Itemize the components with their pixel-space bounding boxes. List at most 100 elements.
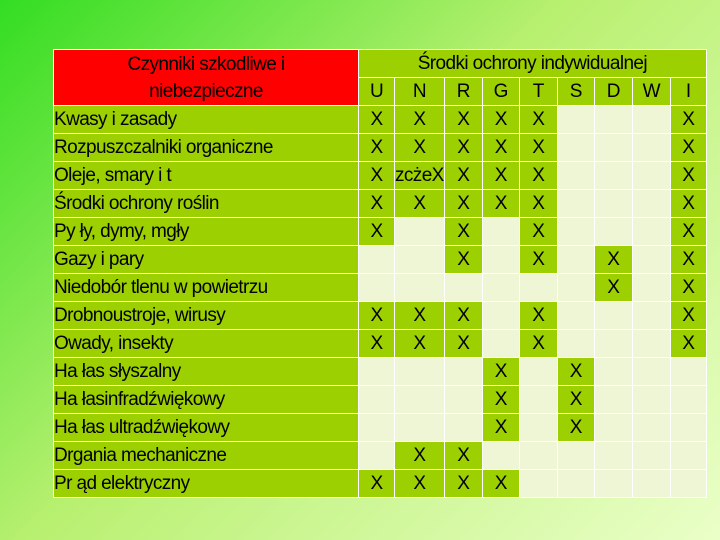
table-cell bbox=[669, 469, 707, 498]
table-cell bbox=[518, 469, 558, 498]
table-cell bbox=[556, 133, 595, 162]
table-cell: X bbox=[481, 357, 520, 386]
table-cell: X bbox=[556, 413, 595, 442]
table-cell bbox=[669, 357, 707, 386]
table-cell bbox=[394, 385, 445, 414]
table-cell: X bbox=[481, 133, 520, 162]
table-cell: X bbox=[481, 161, 520, 190]
table-row: Drgania mechaniczne X X bbox=[53, 441, 707, 470]
table-cell: X bbox=[593, 245, 633, 274]
hazard-label: Niedobór tlenu w powietrzu bbox=[53, 273, 359, 302]
table-cell bbox=[593, 469, 633, 498]
table-cell bbox=[443, 385, 483, 414]
table-cell: X bbox=[481, 469, 520, 498]
table-cell: X bbox=[358, 105, 395, 134]
table-cell bbox=[481, 329, 520, 358]
table-cell: X bbox=[518, 189, 558, 218]
table-cell bbox=[631, 273, 671, 302]
table-cell: X bbox=[394, 469, 445, 498]
table-cell: X bbox=[518, 245, 558, 274]
table-row: Środki ochrony roślin X X X X X X bbox=[53, 189, 707, 218]
table-row: Ha łas słyszalny X X bbox=[53, 357, 707, 386]
table-cell: X bbox=[518, 161, 558, 190]
header-row: Czynniki szkodliwe i niebezpieczne Środk… bbox=[53, 49, 707, 106]
table-cell: X bbox=[394, 329, 445, 358]
table-cell bbox=[631, 329, 671, 358]
ppe-code-u: U bbox=[358, 77, 395, 106]
table-cell bbox=[518, 385, 558, 414]
table-cell: X bbox=[669, 273, 707, 302]
table-cell bbox=[593, 189, 633, 218]
table-cell: X bbox=[669, 245, 707, 274]
table-cell bbox=[669, 413, 707, 442]
table-cell bbox=[394, 357, 445, 386]
table-cell bbox=[631, 217, 671, 246]
hazard-label: Drgania mechaniczne bbox=[53, 441, 359, 470]
table-cell bbox=[631, 105, 671, 134]
table-cell: zcżeX bbox=[394, 161, 445, 190]
table-cell bbox=[481, 441, 520, 470]
table-row: Pr ąd elektryczny X X X X bbox=[53, 469, 707, 498]
ppe-table: Czynniki szkodliwe i niebezpieczne Środk… bbox=[53, 49, 707, 498]
hazards-header-line1: Czynniki szkodliwe i bbox=[127, 53, 286, 75]
table-cell: X bbox=[518, 329, 558, 358]
table-cell bbox=[443, 413, 483, 442]
table-cell: X bbox=[394, 301, 445, 330]
table-cell bbox=[631, 469, 671, 498]
table-cell: X bbox=[669, 329, 707, 358]
table-cell: X bbox=[443, 245, 483, 274]
table-cell: X bbox=[358, 161, 395, 190]
table-cell bbox=[518, 273, 558, 302]
table-cell bbox=[593, 413, 633, 442]
table-row: Rozpuszczalniki organiczne X X X X X X bbox=[53, 133, 707, 162]
table-cell bbox=[556, 329, 595, 358]
table-cell bbox=[593, 385, 633, 414]
table-cell bbox=[556, 161, 595, 190]
ppe-code-d: D bbox=[593, 77, 633, 106]
table-cell: X bbox=[481, 189, 520, 218]
table-cell: X bbox=[669, 301, 707, 330]
hazard-label: Py ły, dymy, mgły bbox=[53, 217, 359, 246]
ppe-code-n: N bbox=[394, 77, 445, 106]
table-cell bbox=[593, 357, 633, 386]
table-cell bbox=[631, 413, 671, 442]
table-cell bbox=[394, 217, 445, 246]
hazard-label: Oleje, smary i t bbox=[53, 161, 359, 190]
table-cell: X bbox=[518, 105, 558, 134]
table-row: Kwasy i zasady X X X X X X bbox=[53, 105, 707, 134]
table-cell: X bbox=[394, 133, 445, 162]
ppe-code-t: T bbox=[518, 77, 558, 106]
table-cell bbox=[593, 133, 633, 162]
table-cell: X bbox=[358, 189, 395, 218]
table-cell: X bbox=[443, 301, 483, 330]
hazard-label: Pr ąd elektryczny bbox=[53, 469, 359, 498]
table-cell: X bbox=[669, 105, 707, 134]
table-row: Py ły, dymy, mgły X X X X bbox=[53, 217, 707, 246]
table-cell bbox=[593, 161, 633, 190]
table-cell: X bbox=[481, 385, 520, 414]
table-cell: X bbox=[443, 469, 483, 498]
table-cell: X bbox=[669, 161, 707, 190]
table-cell bbox=[394, 273, 445, 302]
table-cell bbox=[556, 245, 595, 274]
table-cell: X bbox=[394, 441, 445, 470]
table-cell bbox=[358, 245, 395, 274]
table-cell bbox=[358, 273, 395, 302]
table-cell bbox=[481, 217, 520, 246]
table-cell bbox=[358, 413, 395, 442]
table-cell: X bbox=[593, 273, 633, 302]
table-row: Drobnoustroje, wirusy X X X X X bbox=[53, 301, 707, 330]
table-cell: X bbox=[358, 133, 395, 162]
table-cell bbox=[394, 245, 445, 274]
table-cell: X bbox=[358, 469, 395, 498]
table-cell bbox=[556, 301, 595, 330]
hazards-header-line2: niebezpieczne bbox=[149, 80, 263, 102]
table-cell bbox=[556, 105, 595, 134]
hazard-label: Owady, insekty bbox=[53, 329, 359, 358]
table-cell bbox=[631, 161, 671, 190]
table-cell bbox=[631, 441, 671, 470]
table-cell: X bbox=[443, 217, 483, 246]
table-cell bbox=[593, 441, 633, 470]
table-cell bbox=[394, 413, 445, 442]
